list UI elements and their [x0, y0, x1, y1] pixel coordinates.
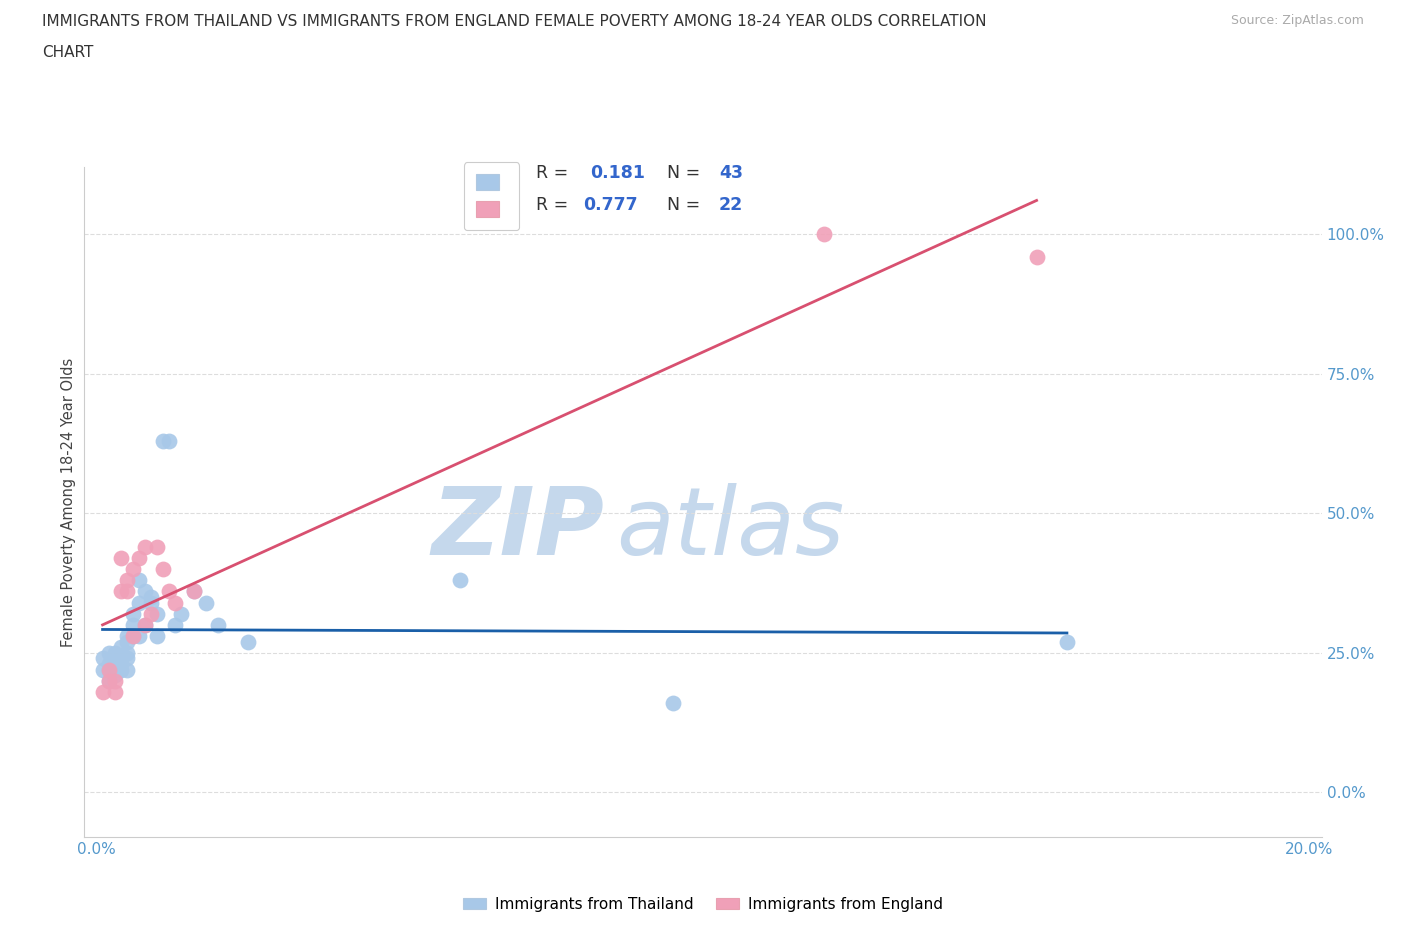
Point	[104, 651, 127, 666]
Point	[110, 657, 132, 671]
Point	[1025, 249, 1047, 264]
Text: CHART: CHART	[42, 45, 94, 60]
Point	[152, 562, 174, 577]
Point	[165, 595, 187, 610]
Point	[194, 595, 217, 610]
Text: N =: N =	[657, 164, 706, 182]
Legend: Immigrants from Thailand, Immigrants from England: Immigrants from Thailand, Immigrants fro…	[457, 891, 949, 918]
Point	[134, 539, 156, 554]
Point	[236, 634, 259, 649]
Point	[152, 433, 174, 448]
Point	[104, 668, 127, 683]
Text: R =: R =	[536, 164, 579, 182]
Point	[97, 673, 120, 688]
Point	[115, 629, 138, 644]
Text: 22: 22	[718, 196, 744, 214]
Text: IMMIGRANTS FROM THAILAND VS IMMIGRANTS FROM ENGLAND FEMALE POVERTY AMONG 18-24 Y: IMMIGRANTS FROM THAILAND VS IMMIGRANTS F…	[42, 14, 987, 29]
Point	[97, 645, 120, 660]
Point	[97, 673, 120, 688]
Point	[146, 629, 169, 644]
Point	[110, 662, 132, 677]
Text: atlas: atlas	[616, 484, 845, 575]
Point	[110, 584, 132, 599]
Point	[139, 606, 162, 621]
Point	[661, 696, 683, 711]
Point	[104, 662, 127, 677]
Point	[115, 584, 138, 599]
Point	[183, 584, 205, 599]
Point	[128, 629, 150, 644]
Point	[115, 645, 138, 660]
Point	[128, 595, 150, 610]
Point	[139, 595, 162, 610]
Point	[146, 606, 169, 621]
Point	[110, 551, 132, 565]
Legend: , : ,	[464, 163, 519, 230]
Point	[104, 673, 127, 688]
Text: ZIP: ZIP	[432, 483, 605, 575]
Point	[97, 662, 120, 677]
Point	[183, 584, 205, 599]
Point	[165, 618, 187, 632]
Point	[122, 629, 145, 644]
Text: R =: R =	[536, 196, 574, 214]
Point	[134, 618, 156, 632]
Point	[122, 618, 145, 632]
Point	[104, 657, 127, 671]
Point	[91, 662, 114, 677]
Point	[157, 433, 180, 448]
Point	[104, 645, 127, 660]
Point	[91, 684, 114, 699]
Point	[91, 651, 114, 666]
Point	[813, 227, 835, 242]
Point	[115, 662, 138, 677]
Text: 0.181: 0.181	[591, 164, 645, 182]
Point	[134, 618, 156, 632]
Point	[122, 606, 145, 621]
Point	[110, 651, 132, 666]
Point	[122, 562, 145, 577]
Point	[146, 539, 169, 554]
Text: 43: 43	[718, 164, 744, 182]
Point	[115, 651, 138, 666]
Text: 0.777: 0.777	[583, 196, 637, 214]
Point	[128, 551, 150, 565]
Point	[1056, 634, 1078, 649]
Text: Source: ZipAtlas.com: Source: ZipAtlas.com	[1230, 14, 1364, 27]
Y-axis label: Female Poverty Among 18-24 Year Olds: Female Poverty Among 18-24 Year Olds	[60, 357, 76, 647]
Point	[104, 684, 127, 699]
Point	[449, 573, 471, 588]
Point	[134, 584, 156, 599]
Point	[97, 662, 120, 677]
Point	[157, 584, 180, 599]
Point	[207, 618, 229, 632]
Point	[128, 573, 150, 588]
Point	[139, 590, 162, 604]
Point	[97, 657, 120, 671]
Point	[110, 640, 132, 655]
Point	[170, 606, 193, 621]
Point	[115, 573, 138, 588]
Text: N =: N =	[657, 196, 706, 214]
Point	[115, 634, 138, 649]
Point	[122, 629, 145, 644]
